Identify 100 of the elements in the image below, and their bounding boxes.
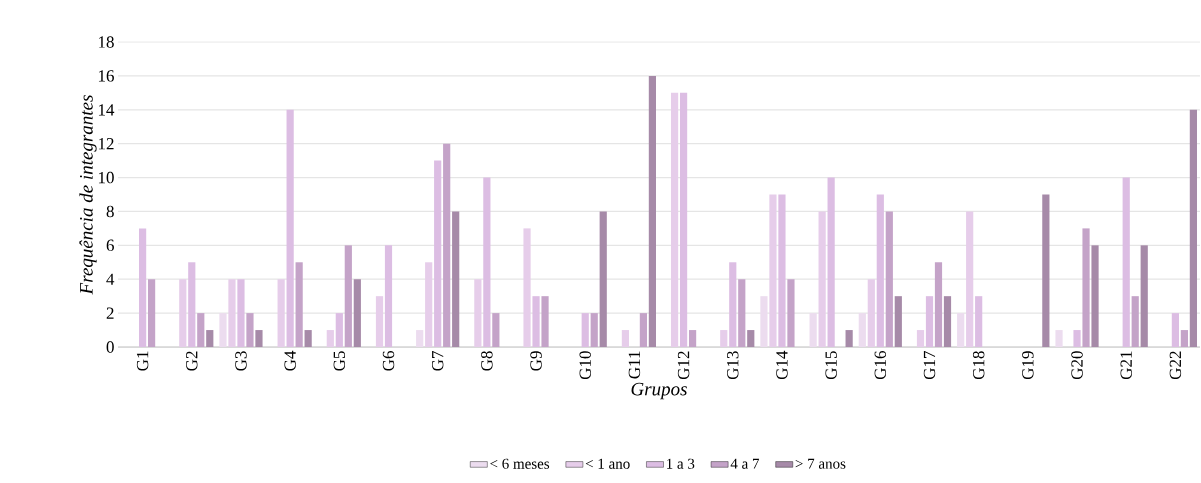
bar — [286, 109, 294, 347]
x-tick-label: G14 — [776, 350, 788, 380]
bar — [590, 313, 598, 347]
x-tick-label: G9 — [530, 351, 542, 371]
bar — [845, 330, 853, 347]
x-tick-label: G17 — [923, 351, 936, 380]
x-tick-label: G5 — [333, 351, 346, 371]
bar — [353, 279, 361, 347]
bar — [747, 330, 755, 347]
bar — [1171, 313, 1179, 347]
bar — [255, 330, 263, 347]
bar — [1091, 245, 1099, 347]
bar — [197, 313, 205, 347]
x-tick-label: G8 — [481, 351, 493, 371]
bar — [876, 194, 884, 347]
bar — [1189, 109, 1197, 347]
bar — [943, 296, 952, 347]
bar — [483, 177, 491, 347]
bar — [1073, 330, 1081, 347]
legend-label: < 6 meses — [490, 458, 550, 469]
bar — [885, 211, 893, 347]
legend-label: < 1 ano — [585, 458, 630, 469]
bar — [434, 160, 442, 347]
bar — [188, 262, 196, 347]
bar — [599, 211, 607, 347]
bar — [679, 92, 688, 347]
bar — [1140, 245, 1148, 347]
x-tick-label: G15 — [825, 351, 837, 380]
x-tick-label: G16 — [874, 351, 887, 380]
x-tick-label: G6 — [382, 351, 395, 371]
x-tick-label: G2 — [186, 351, 198, 371]
bar — [1055, 330, 1063, 347]
bar — [1180, 330, 1188, 347]
bar — [277, 279, 285, 347]
bar — [179, 279, 187, 347]
bar — [541, 296, 549, 347]
bar — [688, 330, 697, 347]
bar — [326, 330, 334, 347]
bar — [148, 279, 156, 347]
bar — [384, 245, 393, 347]
x-tick-label: G18 — [972, 351, 985, 380]
bar — [228, 279, 236, 347]
x-tick-label: G11 — [628, 351, 641, 379]
bar — [492, 313, 500, 347]
bar — [295, 262, 303, 347]
y-axis-title: Frequência de integrantes — [79, 95, 97, 295]
bar — [720, 330, 728, 347]
x-tick-label: G4 — [284, 350, 296, 371]
y-tick-label: 14 — [98, 104, 115, 116]
legend-label: 1 a 3 — [667, 458, 695, 469]
bar — [523, 228, 531, 347]
bar — [1082, 228, 1090, 347]
bar — [648, 75, 657, 347]
y-tick-label: 6 — [106, 239, 114, 252]
legend-label: > 7 anos — [795, 458, 846, 469]
bar — [304, 330, 312, 347]
x-tick-label: G1 — [136, 351, 149, 371]
y-tick-label: 4 — [106, 273, 115, 285]
bar — [246, 313, 254, 347]
bar — [474, 279, 482, 347]
x-tick-label: G13 — [727, 351, 739, 380]
y-tick-label: 2 — [106, 307, 114, 319]
bar — [425, 262, 433, 347]
bar — [778, 194, 786, 347]
bar — [237, 279, 245, 347]
bar — [966, 211, 974, 347]
y-tick-label: 8 — [106, 205, 114, 218]
bar — [925, 296, 934, 347]
bar — [639, 313, 647, 347]
bar — [867, 279, 875, 347]
y-tick-label: 0 — [106, 341, 114, 353]
bar — [139, 228, 147, 347]
bar — [581, 313, 589, 347]
y-tick-label: 10 — [98, 171, 114, 184]
bar — [818, 211, 826, 347]
bar — [335, 313, 343, 347]
bar — [532, 296, 540, 347]
bar — [344, 245, 352, 347]
bar — [738, 279, 746, 347]
bar — [206, 330, 214, 347]
x-tick-label: G22 — [1169, 351, 1182, 380]
legend-label: 4 a 7 — [730, 458, 760, 469]
x-tick-label: G20 — [1071, 351, 1083, 380]
bar — [670, 92, 679, 347]
bar — [729, 262, 737, 347]
bar — [1131, 296, 1139, 347]
bar — [443, 143, 451, 347]
bar — [621, 330, 629, 347]
bar — [934, 262, 943, 347]
bar — [375, 296, 384, 347]
bar — [894, 296, 902, 347]
bar — [1122, 177, 1130, 347]
x-tick-label: G21 — [1120, 351, 1132, 380]
x-tick-label: G12 — [677, 351, 690, 380]
bar — [975, 296, 983, 347]
bar — [769, 194, 777, 347]
x-tick-label: G3 — [235, 351, 247, 371]
bar — [1042, 194, 1050, 347]
bar — [916, 330, 925, 347]
bar — [827, 177, 835, 347]
